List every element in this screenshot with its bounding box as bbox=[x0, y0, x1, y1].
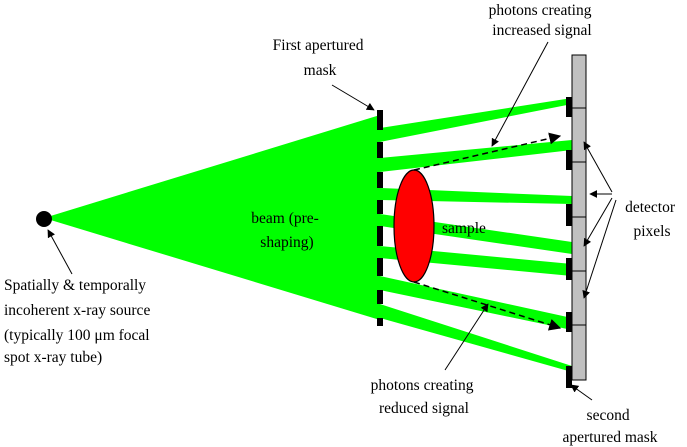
label-photons-increased: photons creating increased signal bbox=[489, 2, 596, 39]
beamlet bbox=[380, 304, 572, 372]
mask-segment bbox=[377, 258, 383, 276]
mask-segment bbox=[566, 97, 572, 117]
leader-lines bbox=[47, 41, 617, 401]
leader-pixel-1 bbox=[583, 141, 613, 193]
mask-segment bbox=[377, 200, 383, 214]
label-detector-pixels: detector pixels bbox=[625, 199, 679, 240]
detector-strip bbox=[571, 54, 587, 381]
mask-segment bbox=[566, 258, 572, 280]
leader-pixel-4 bbox=[582, 199, 617, 299]
label-second-mask: second apertured mask bbox=[562, 407, 657, 446]
label-photons-reduced: photons creating reduced signal bbox=[371, 377, 478, 417]
leader-second-mask bbox=[570, 384, 593, 401]
mask-segment bbox=[377, 226, 383, 246]
mask-segment bbox=[566, 312, 572, 332]
mask-segment bbox=[377, 318, 383, 326]
label-first-mask: First apertured mask bbox=[273, 37, 368, 79]
leader-pixel-3 bbox=[583, 197, 613, 247]
mask-segment bbox=[377, 110, 383, 130]
dashed-ray-up bbox=[413, 132, 562, 171]
leader-reduced bbox=[444, 303, 489, 371]
mask-segment bbox=[566, 366, 572, 388]
mask-segment bbox=[377, 142, 383, 158]
label-beam: beam (pre- shaping) bbox=[251, 210, 322, 251]
sample-ellipse bbox=[393, 169, 435, 283]
mask-segment bbox=[566, 150, 572, 170]
dashed-ray-arrows bbox=[413, 132, 562, 331]
label-source: Spatially & temporally incoherent x-ray … bbox=[4, 277, 154, 366]
leader-source bbox=[47, 229, 73, 275]
second-mask bbox=[566, 97, 572, 388]
mask-segment bbox=[377, 290, 383, 304]
label-sample: sample bbox=[442, 220, 486, 237]
leader-increased bbox=[491, 41, 549, 147]
beam-cone bbox=[44, 115, 380, 320]
mask-segment bbox=[377, 172, 383, 188]
leader-first-mask bbox=[331, 84, 375, 111]
dashed-ray-down bbox=[413, 281, 562, 331]
beamlet bbox=[380, 98, 572, 142]
first-mask bbox=[377, 110, 383, 326]
mask-segment bbox=[566, 204, 572, 226]
source-dot bbox=[36, 211, 52, 227]
